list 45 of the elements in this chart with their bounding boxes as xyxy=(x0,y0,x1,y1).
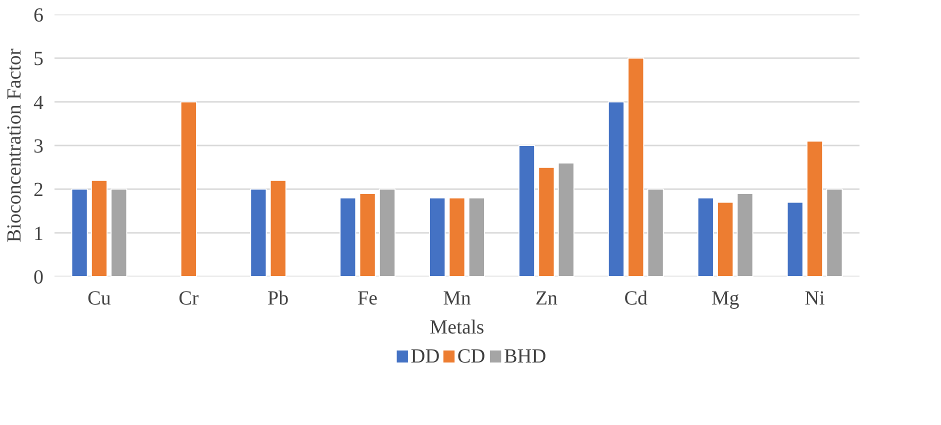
bar xyxy=(90,180,108,276)
x-axis-title: Metals xyxy=(430,316,484,338)
y-tick-label: 6 xyxy=(34,4,44,26)
bar xyxy=(250,188,267,276)
x-tick-label: Zn xyxy=(535,288,558,310)
bar xyxy=(538,166,555,276)
y-tick-label: 1 xyxy=(34,222,44,245)
bar xyxy=(180,101,197,276)
y-tick-label: 0 xyxy=(34,266,44,288)
y-tick-label: 2 xyxy=(34,179,44,202)
legend-label: DD xyxy=(410,346,440,368)
bar xyxy=(717,202,734,276)
legend-label: BHD xyxy=(504,346,546,368)
y-axis-title: Bioconcentration Factor xyxy=(4,48,26,242)
x-tick-label: Mg xyxy=(711,288,740,310)
bar xyxy=(378,188,396,276)
bar xyxy=(359,193,376,276)
bar xyxy=(826,188,843,276)
x-tick-label: Mn xyxy=(443,288,471,310)
y-tick-label: 3 xyxy=(34,136,44,158)
bar xyxy=(736,193,754,276)
y-tick-label: 5 xyxy=(34,48,44,70)
bar xyxy=(608,101,625,276)
bar xyxy=(340,197,356,276)
bar xyxy=(518,145,536,276)
bar xyxy=(697,197,714,276)
x-tick-label: Cr xyxy=(178,288,200,310)
bar xyxy=(647,188,664,276)
bar xyxy=(628,58,644,276)
x-tick-label: Ni xyxy=(804,288,826,310)
x-tick-label: Fe xyxy=(358,288,378,310)
bar xyxy=(806,140,824,276)
bar xyxy=(448,197,466,276)
x-tick-label: Pb xyxy=(268,288,289,310)
bar xyxy=(786,202,804,276)
x-tick-label: Cd xyxy=(624,288,648,310)
x-tick-label: Cu xyxy=(88,288,111,310)
bar xyxy=(270,180,286,276)
legend-label: CD xyxy=(457,346,486,368)
bar xyxy=(71,188,88,276)
bar xyxy=(428,197,446,276)
bar xyxy=(558,162,574,276)
bar xyxy=(468,197,486,276)
bar xyxy=(110,188,128,276)
y-tick-label: 4 xyxy=(34,92,44,114)
